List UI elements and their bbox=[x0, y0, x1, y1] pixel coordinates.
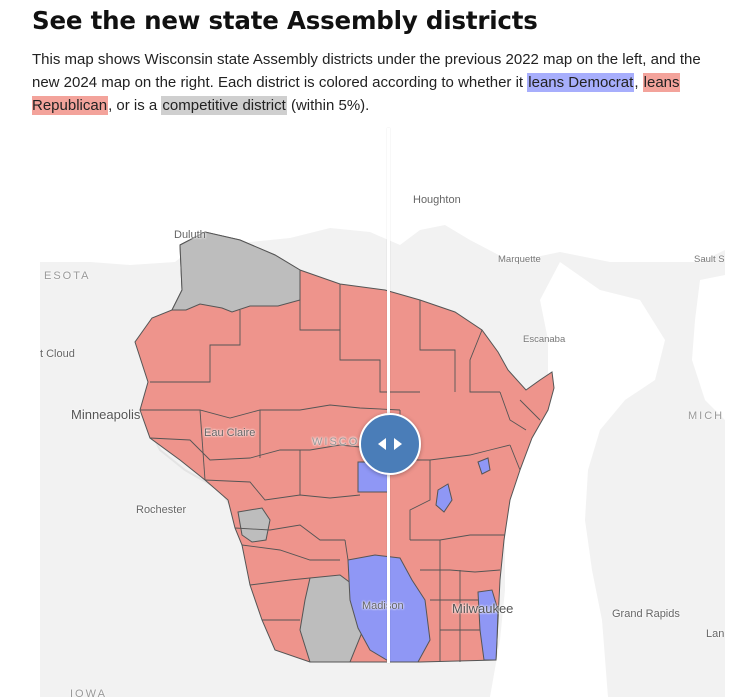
basemap-svg bbox=[40, 121, 725, 697]
intro-text-1: This map shows Wisconsin state Assembly … bbox=[32, 51, 701, 91]
democrat-district-green-bay bbox=[435, 483, 453, 513]
label-escanaba: Escanaba bbox=[523, 334, 566, 345]
label-duluth: Duluth bbox=[174, 229, 206, 241]
label-milwaukee: Milwaukee bbox=[452, 601, 514, 616]
label-iowa: IOWA bbox=[70, 688, 107, 697]
lake-huron bbox=[692, 275, 725, 420]
label-minneapolis: Minneapolis bbox=[71, 407, 141, 422]
label-houghton: Houghton bbox=[413, 194, 461, 206]
label-rochester: Rochester bbox=[136, 504, 187, 516]
competitive-district-southwest bbox=[299, 574, 366, 663]
label-grand-rapids: Grand Rapids bbox=[612, 608, 680, 620]
lake-michigan bbox=[490, 262, 665, 697]
label-michigan: MICH bbox=[688, 410, 725, 422]
label-lansing: Lan bbox=[706, 628, 725, 640]
district-boundaries bbox=[140, 270, 541, 662]
right-arrow-icon bbox=[394, 438, 402, 450]
comparison-divider[interactable] bbox=[387, 128, 390, 663]
competitive-district-west bbox=[237, 507, 271, 543]
democrat-district-fox-valley bbox=[477, 457, 491, 475]
label-wisconsin: WISCO bbox=[312, 436, 360, 448]
label-eau-claire: Eau Claire bbox=[204, 427, 256, 439]
left-arrow-icon bbox=[378, 438, 386, 450]
intro-text-2: , bbox=[634, 74, 643, 91]
page-title: See the new state Assembly districts bbox=[32, 6, 538, 35]
label-minnesota: ESOTA bbox=[44, 270, 91, 282]
label-sault: Sault S bbox=[694, 254, 725, 265]
legend-democrat: leans Democrat bbox=[527, 73, 635, 92]
district-map[interactable]: Duluth Houghton Marquette Sault S ESOTA … bbox=[40, 121, 725, 697]
comparison-slider-handle[interactable] bbox=[359, 413, 421, 475]
intro-paragraph: This map shows Wisconsin state Assembly … bbox=[32, 48, 732, 117]
legend-competitive: competitive district bbox=[161, 96, 287, 115]
competitive-district-northwest bbox=[171, 231, 301, 313]
label-madison: Madison bbox=[362, 600, 404, 612]
label-marquette: Marquette bbox=[498, 254, 541, 265]
intro-text-3: , or is a bbox=[108, 97, 162, 114]
label-st-cloud: t Cloud bbox=[40, 348, 75, 360]
intro-text-4: (within 5%). bbox=[286, 97, 370, 114]
democrat-districts-milwaukee bbox=[477, 589, 499, 661]
lake-superior bbox=[40, 121, 725, 265]
